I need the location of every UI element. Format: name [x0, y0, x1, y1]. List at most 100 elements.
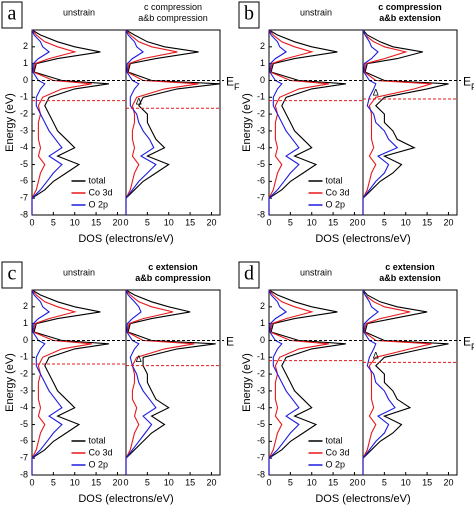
plot-frame: [125, 289, 221, 476]
subplot-title: a&b compression: [138, 13, 208, 23]
dos-curve: [31, 289, 63, 475]
legend-label: total: [88, 435, 105, 445]
x-tick-label: 0: [29, 217, 34, 227]
x-tick-label: 20: [349, 217, 359, 227]
x-tick-label: 20: [112, 217, 122, 227]
y-axis-title: Energy (eV): [4, 93, 16, 152]
fermi-subscript: F: [471, 342, 474, 352]
x-tick-label: 10: [307, 477, 317, 487]
panel-letter: c: [8, 263, 17, 285]
legend-label: total: [325, 435, 342, 445]
y-axis-title: Energy (eV): [241, 93, 253, 152]
y-tick-label: -2: [257, 368, 265, 378]
delta-label: Δ: [136, 97, 142, 107]
dos-curve: [362, 29, 399, 215]
dos-curve: [125, 29, 199, 215]
y-tick-label: -6: [257, 176, 265, 186]
x-tick-label: 20: [206, 217, 216, 227]
subplot-title: c extension: [385, 262, 435, 272]
subplot-title: a&b extension: [379, 13, 441, 23]
x-axis-title: DOS (electrons/eV): [78, 493, 173, 505]
legend-label: total: [325, 175, 342, 185]
x-tick-label: 15: [185, 217, 195, 227]
y-tick-label: 0: [260, 75, 265, 85]
dos-curve: [268, 289, 329, 475]
y-tick-label: -7: [20, 453, 28, 463]
x-tick-label: 5: [51, 477, 56, 487]
dos-curve: [362, 289, 432, 475]
panel-letter-box: [238, 261, 260, 289]
fermi-subscript: F: [234, 82, 240, 92]
y-tick-label: -5: [20, 419, 28, 429]
legend-label: O 2p: [325, 199, 345, 209]
x-tick-label: 5: [51, 217, 56, 227]
x-tick-label: 5: [288, 477, 293, 487]
y-tick-label: -1: [20, 92, 28, 102]
x-tick-label: 20: [443, 477, 453, 487]
x-tick-label: 10: [164, 217, 174, 227]
x-tick-label: 10: [401, 217, 411, 227]
y-tick-label: 2: [260, 301, 265, 311]
y-tick-label: -7: [257, 193, 265, 203]
y-tick-label: -5: [257, 419, 265, 429]
y-tick-label: -6: [20, 436, 28, 446]
x-tick-label: 15: [328, 217, 338, 227]
y-tick-label: 2: [23, 301, 28, 311]
x-tick-label: 15: [185, 477, 195, 487]
panel-letter: b: [244, 3, 254, 25]
y-tick-label: -1: [257, 92, 265, 102]
legend-label: total: [88, 175, 105, 185]
dos-curve: [362, 289, 396, 475]
subplot-title: c compression: [144, 2, 202, 12]
plot-frame: [362, 29, 458, 216]
x-tick-label: 10: [401, 477, 411, 487]
y-tick-label: -2: [257, 108, 265, 118]
fermi-label: E: [226, 335, 234, 349]
y-tick-label: -8: [257, 209, 265, 219]
y-tick-label: 1: [23, 58, 28, 68]
x-tick-label: 5: [288, 217, 293, 227]
x-axis-title: DOS (electrons/eV): [78, 233, 173, 245]
x-tick-label: 15: [422, 217, 432, 227]
fermi-label: E: [226, 75, 234, 89]
y-tick-label: -8: [20, 209, 28, 219]
subplot-title: c extension: [148, 262, 198, 272]
y-tick-label: 2: [260, 41, 265, 51]
legend-label: Co 3d: [325, 187, 349, 197]
dos-curve: [31, 289, 109, 475]
x-tick-label: 0: [29, 477, 34, 487]
plot-frame: [125, 29, 221, 216]
dos-curve: [268, 289, 300, 475]
subplot-title: unstrain: [63, 7, 95, 17]
x-axis-title: DOS (electrons/eV): [315, 233, 410, 245]
y-tick-label: -3: [257, 385, 265, 395]
panel-letter: d: [244, 263, 254, 285]
y-tick-label: 0: [23, 335, 28, 345]
subplot-title: unstrain: [300, 7, 332, 17]
dos-curve: [268, 29, 329, 215]
dos-curve: [31, 29, 109, 215]
y-tick-label: 0: [23, 75, 28, 85]
y-tick-label: -6: [20, 176, 28, 186]
dos-curve: [362, 289, 449, 475]
y-tick-label: -2: [20, 108, 28, 118]
y-tick-label: 2: [23, 41, 28, 51]
x-tick-label: 0: [266, 217, 271, 227]
x-tick-label: 5: [382, 217, 387, 227]
y-tick-label: -4: [20, 402, 28, 412]
x-axis-title: DOS (electrons/eV): [315, 493, 410, 505]
y-tick-label: -3: [257, 125, 265, 135]
panel-letter: a: [8, 3, 17, 25]
delta-label: Δ: [136, 354, 142, 364]
subplot-title: unstrain: [300, 267, 332, 277]
dos-curve: [362, 29, 432, 215]
delta-label: Δ: [373, 351, 379, 361]
fermi-subscript: F: [471, 82, 474, 92]
y-tick-label: -4: [20, 142, 28, 152]
y-tick-label: -2: [20, 368, 28, 378]
y-tick-label: -8: [257, 469, 265, 479]
dos-curve: [125, 29, 221, 215]
x-tick-label: 20: [206, 477, 216, 487]
y-axis-title: Energy (eV): [4, 353, 16, 412]
legend-label: O 2p: [325, 459, 345, 469]
